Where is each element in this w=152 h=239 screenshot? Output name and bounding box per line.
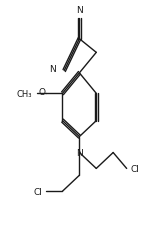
Text: O: O [39, 88, 46, 97]
Text: N: N [49, 65, 56, 74]
Text: Cl: Cl [33, 188, 42, 197]
Text: CH₃: CH₃ [17, 90, 32, 99]
Text: Cl: Cl [130, 165, 139, 174]
Text: N: N [76, 149, 83, 158]
Text: N: N [76, 6, 83, 15]
